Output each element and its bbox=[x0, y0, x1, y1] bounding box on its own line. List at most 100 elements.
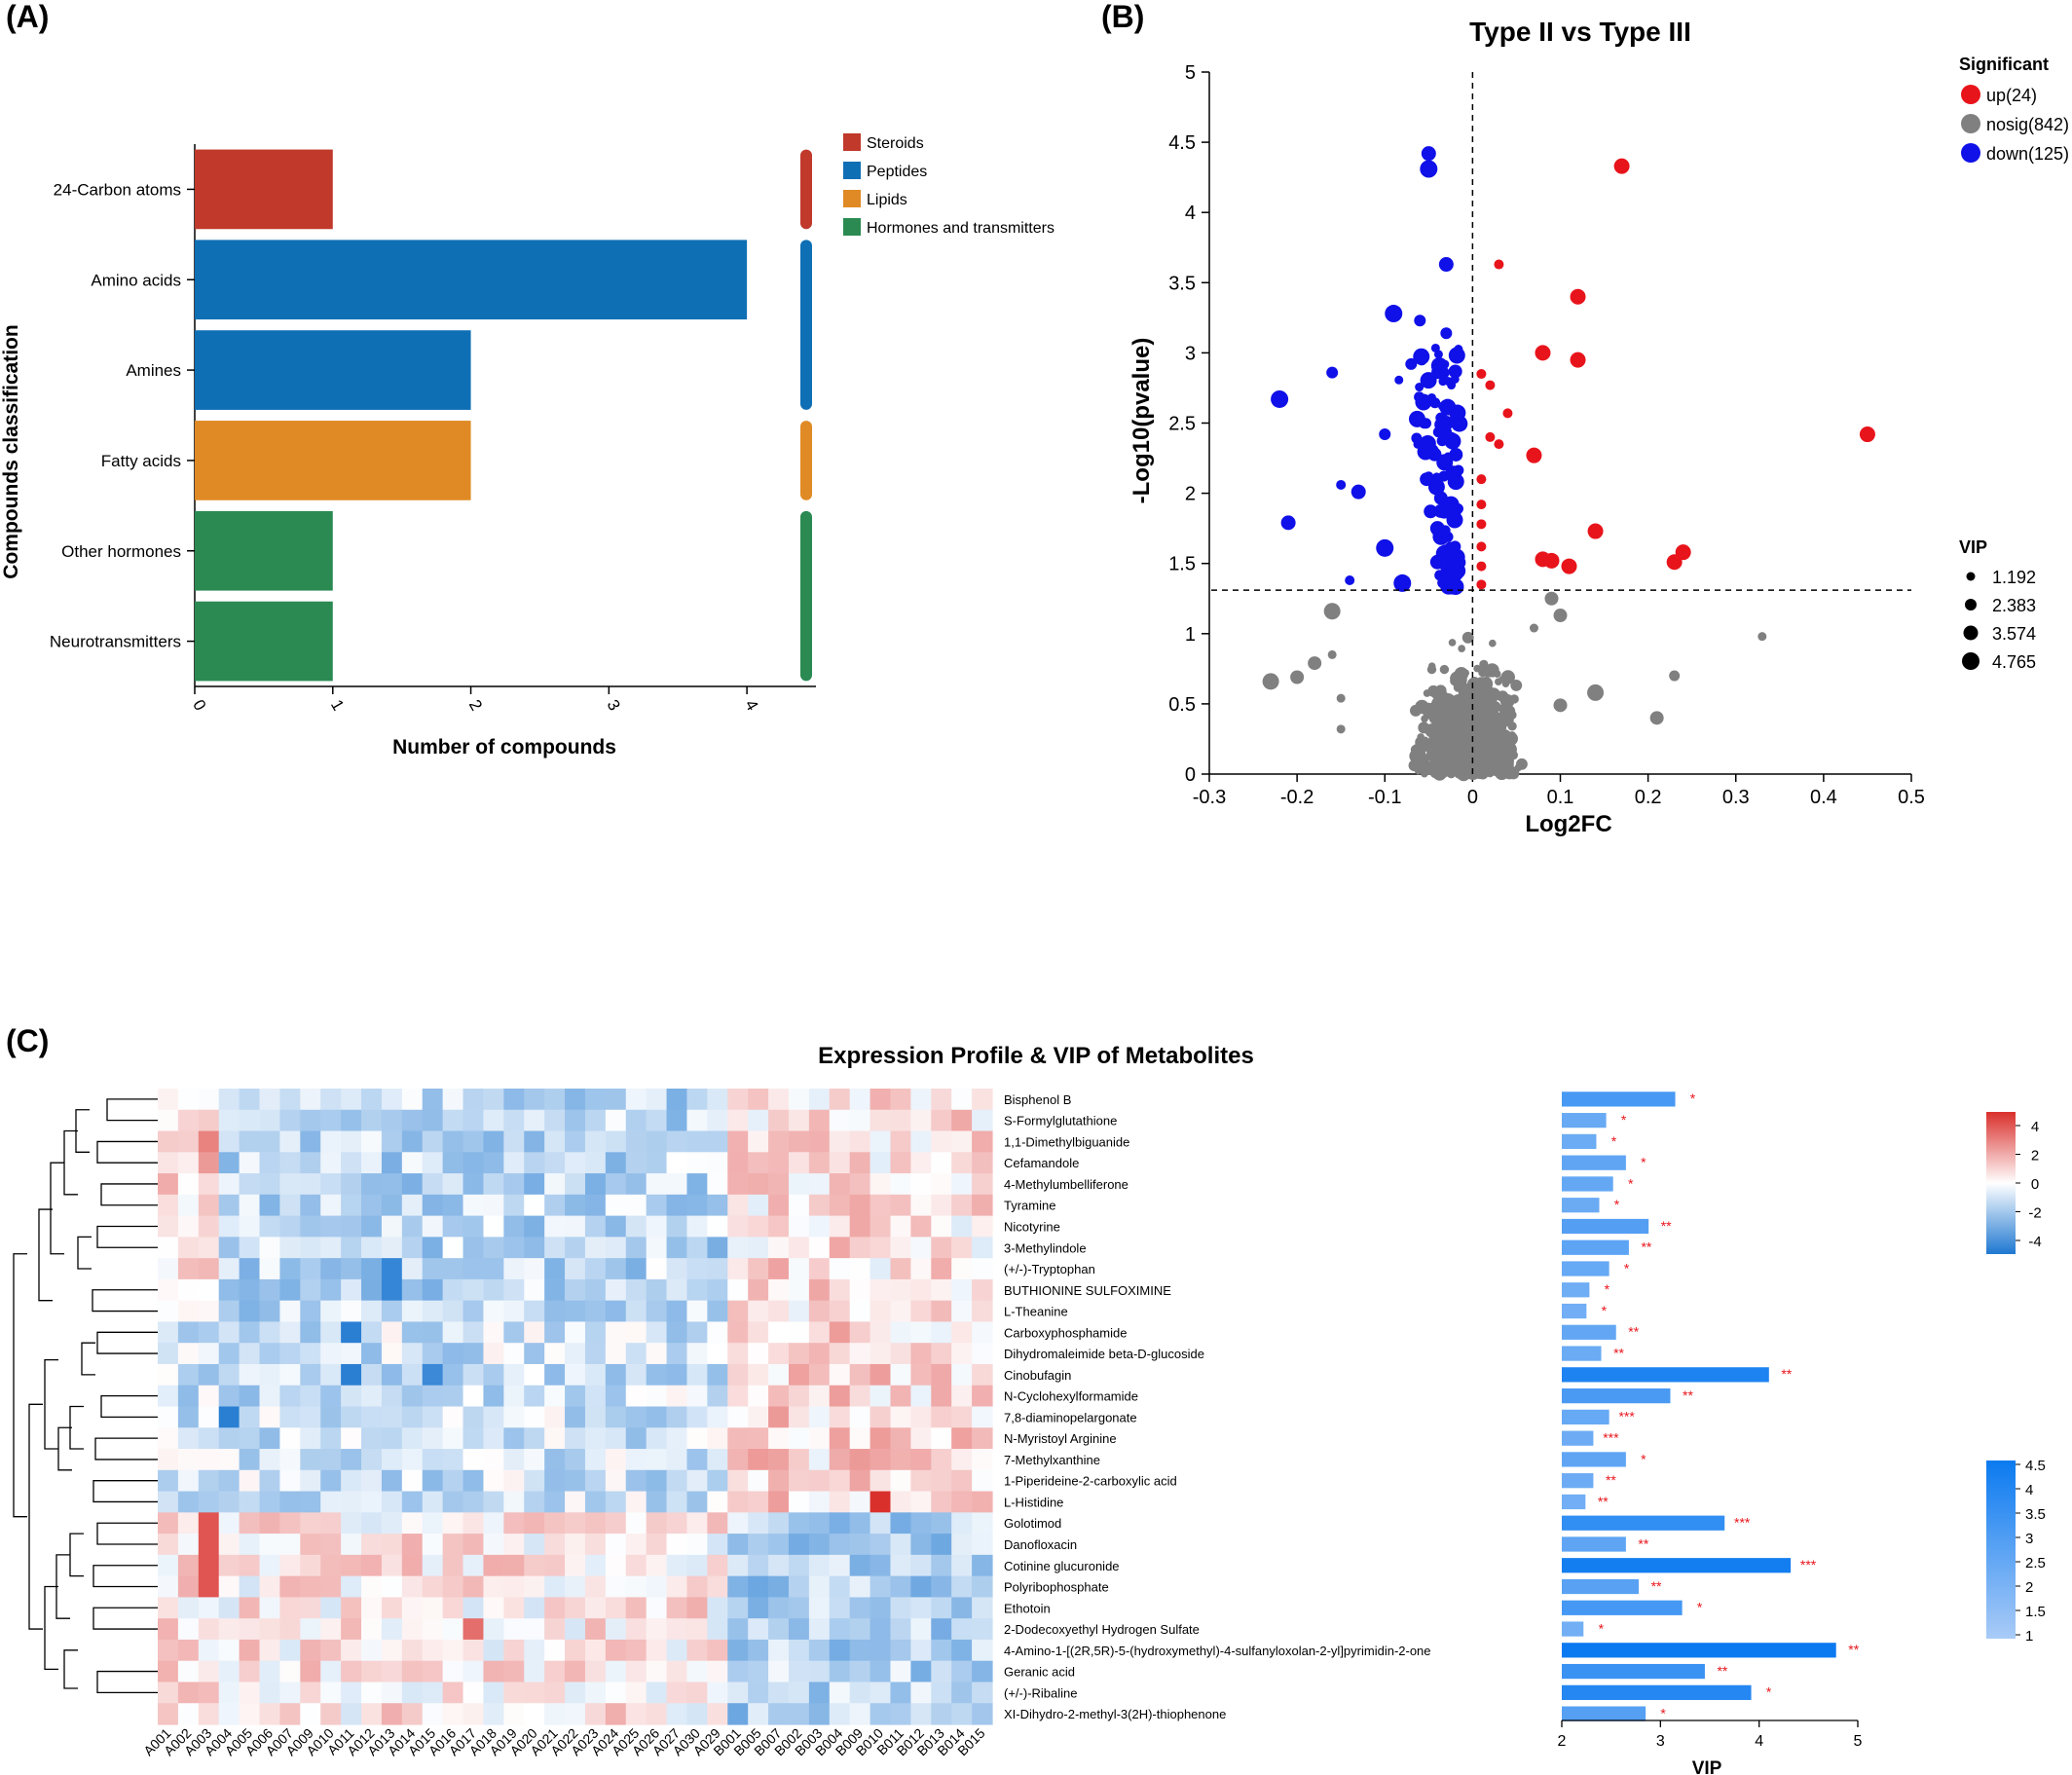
heatmap-cell bbox=[565, 1534, 586, 1556]
heatmap-cell bbox=[666, 1215, 688, 1238]
heatmap-cell bbox=[605, 1682, 627, 1704]
point-down bbox=[1394, 375, 1404, 385]
panel-label-a: (A) bbox=[6, 0, 49, 34]
point-nosig bbox=[1433, 714, 1442, 721]
heatmap-cell bbox=[177, 1427, 200, 1450]
heatmap-cell bbox=[422, 1300, 444, 1323]
heatmap-cell bbox=[401, 1278, 424, 1302]
legend-marker bbox=[1961, 85, 1980, 104]
legend-swatch bbox=[843, 190, 861, 207]
point-down bbox=[1415, 383, 1424, 392]
heatmap-cell bbox=[788, 1237, 810, 1259]
heatmap-cell bbox=[279, 1130, 301, 1153]
heatmap-cell bbox=[462, 1215, 485, 1238]
heatmap-cell bbox=[931, 1237, 952, 1259]
heatmap-cell bbox=[524, 1237, 545, 1259]
heatmap-cell bbox=[442, 1194, 464, 1217]
heatmap-cell bbox=[890, 1682, 911, 1704]
heatmap-cell bbox=[341, 1363, 362, 1387]
heatmap-cell bbox=[788, 1639, 810, 1662]
heatmap-cell bbox=[727, 1278, 749, 1302]
heatmap-cell bbox=[686, 1660, 708, 1683]
heatmap-cell bbox=[849, 1385, 871, 1408]
heatmap-cell bbox=[279, 1660, 301, 1683]
heatmap-cell bbox=[177, 1449, 200, 1471]
heatmap-cell bbox=[972, 1660, 993, 1683]
heatmap-cell bbox=[544, 1385, 566, 1408]
point-nosig bbox=[1510, 679, 1523, 691]
heatmap-cell bbox=[442, 1575, 464, 1598]
heatmap-cell bbox=[584, 1152, 607, 1174]
heatmap-cell bbox=[524, 1682, 545, 1704]
heatmap-row-label: (+/-)-Ribaline bbox=[1004, 1685, 1078, 1700]
heatmap-cell bbox=[584, 1660, 607, 1683]
heatmap-cell bbox=[686, 1215, 708, 1238]
heatmap-cell bbox=[748, 1469, 769, 1493]
heatmap-cell bbox=[239, 1618, 261, 1641]
heatmap-cell bbox=[666, 1363, 688, 1387]
heatmap-cell bbox=[808, 1597, 831, 1619]
heatmap-cell bbox=[951, 1130, 973, 1153]
point-down bbox=[1437, 401, 1447, 411]
heatmap-cell bbox=[300, 1258, 321, 1280]
heatmap-cell bbox=[442, 1597, 464, 1619]
heatmap-cell bbox=[646, 1278, 668, 1302]
vip-bar bbox=[1562, 1684, 1752, 1700]
heatmap-cell bbox=[931, 1427, 952, 1450]
heatmap-cell bbox=[462, 1130, 485, 1153]
heatmap-cell bbox=[300, 1491, 321, 1513]
heatmap-cell bbox=[503, 1449, 525, 1471]
heatmap-cell bbox=[524, 1363, 545, 1387]
heatmap-cell bbox=[524, 1406, 545, 1428]
heatmap-cell bbox=[788, 1258, 810, 1280]
heatmap-cell bbox=[320, 1597, 342, 1619]
heatmap-cell bbox=[972, 1534, 993, 1556]
heatmap-cell bbox=[401, 1639, 424, 1662]
heatmap-cell bbox=[462, 1597, 485, 1619]
heatmap-cell bbox=[829, 1554, 851, 1577]
heatmap-cell bbox=[381, 1109, 403, 1132]
heatmap-cell bbox=[605, 1639, 627, 1662]
heatmap-cell bbox=[808, 1660, 831, 1683]
point-up bbox=[1535, 551, 1551, 568]
heatmap-cell bbox=[483, 1597, 504, 1619]
heatmap-cell bbox=[381, 1554, 403, 1577]
point-down bbox=[1453, 464, 1464, 476]
heatmap-cell bbox=[177, 1130, 200, 1153]
heatmap-cell bbox=[748, 1130, 769, 1153]
heatmap-cell bbox=[768, 1703, 790, 1725]
heatmap-cell bbox=[422, 1703, 444, 1725]
heatmap-cell bbox=[870, 1449, 892, 1471]
heatmap-cell bbox=[666, 1237, 688, 1259]
heatmap-cell bbox=[483, 1449, 504, 1471]
heatmap-cell bbox=[544, 1534, 566, 1556]
heatmap-cell bbox=[666, 1406, 688, 1428]
heatmap-cell bbox=[748, 1152, 769, 1174]
legend-marker bbox=[1961, 114, 1980, 133]
heatmap-cell bbox=[341, 1089, 362, 1111]
heatmap-cell bbox=[666, 1109, 688, 1132]
heatmap-cell bbox=[788, 1469, 810, 1493]
vip-bar bbox=[1562, 1706, 1646, 1721]
volcano-y-tick-label: 4 bbox=[1185, 203, 1196, 224]
heatmap-cell bbox=[686, 1152, 708, 1174]
heatmap-cell bbox=[462, 1321, 485, 1344]
heatmap-cell bbox=[707, 1512, 728, 1535]
significance-marker: ** bbox=[1781, 1366, 1792, 1382]
heatmap-cell bbox=[625, 1427, 648, 1450]
heatmap-cell bbox=[951, 1682, 973, 1704]
vip-bar bbox=[1562, 1218, 1649, 1235]
heatmap-cell bbox=[605, 1703, 627, 1725]
heatmap-cell bbox=[584, 1173, 607, 1196]
heatmap-cell bbox=[198, 1278, 220, 1302]
heatmap-cell bbox=[198, 1597, 220, 1619]
heatmap-cell bbox=[646, 1258, 668, 1280]
group-band bbox=[800, 421, 812, 500]
significance-marker: * bbox=[1641, 1155, 1646, 1170]
vip-x-tick-label: 5 bbox=[1854, 1733, 1863, 1750]
significance-marker: *** bbox=[1800, 1557, 1817, 1572]
heatmap-cell bbox=[849, 1237, 871, 1259]
heatmap-cell bbox=[707, 1427, 728, 1450]
heatmap-row-label: L-Theanine bbox=[1004, 1305, 1068, 1319]
heatmap-cell bbox=[849, 1321, 871, 1344]
